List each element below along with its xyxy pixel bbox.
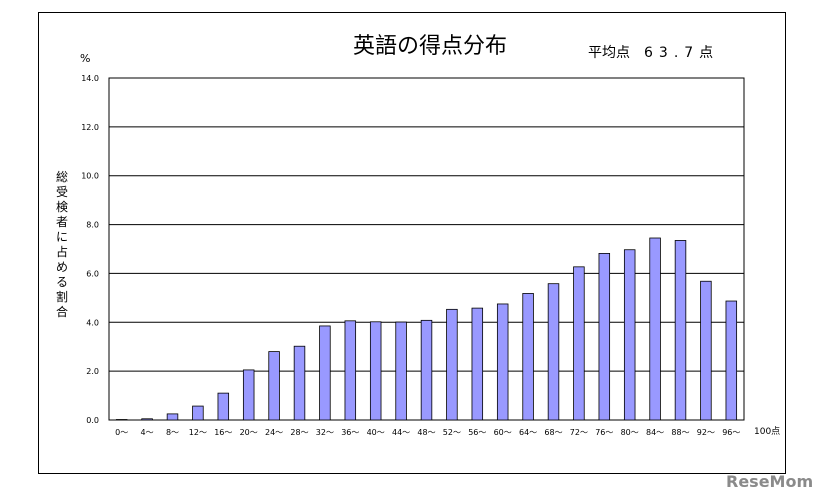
bar <box>369 321 382 421</box>
x-tick-label: 32～ <box>316 428 334 437</box>
x-tick-label: 68～ <box>544 428 562 437</box>
y-tick-label: 10.0 <box>81 172 99 181</box>
bar <box>420 319 433 421</box>
bar <box>522 293 534 421</box>
average-value: 63.7点 <box>644 45 720 61</box>
x-tick-label: 52～ <box>443 428 461 437</box>
y-tick-label: 8.0 <box>86 221 99 230</box>
bar <box>319 325 331 421</box>
x-unit: 100点 <box>754 427 781 437</box>
y-tick-label: 4.0 <box>86 318 99 327</box>
x-tick-label: 40～ <box>367 428 385 437</box>
bar <box>141 418 153 421</box>
y-tick-label: 2.0 <box>86 367 99 376</box>
x-tick-label: 92～ <box>697 428 715 437</box>
x-tick-label: 76～ <box>595 428 613 437</box>
x-tick-label: 84～ <box>646 428 664 437</box>
bar <box>293 345 306 421</box>
x-tick-label: 48～ <box>417 428 435 437</box>
chart-title: 英語の得点分布 <box>352 34 507 59</box>
x-tick-label: 64～ <box>519 428 537 437</box>
bar <box>344 320 357 421</box>
bar <box>496 303 509 421</box>
x-tick-label: 36～ <box>341 428 359 437</box>
x-tick-label: 20～ <box>240 428 258 437</box>
bar <box>242 369 255 421</box>
bar <box>700 280 712 421</box>
bar <box>725 300 738 421</box>
watermark-logo: ReseMom <box>726 472 814 491</box>
average-score: 平均点 63.7点 <box>588 42 719 62</box>
bar <box>395 321 407 421</box>
bar <box>268 351 280 421</box>
x-tick-label: 16～ <box>214 428 232 437</box>
bar <box>217 392 230 421</box>
bar <box>471 307 484 421</box>
y-unit: % <box>80 52 91 65</box>
y-tick-label: 14.0 <box>81 74 99 83</box>
bar <box>166 413 179 421</box>
x-tick-label: 8～ <box>166 428 179 437</box>
x-tick-label: 12～ <box>189 428 207 437</box>
y-tick-label: 12.0 <box>81 123 99 132</box>
bar <box>573 266 585 421</box>
x-tick-label: 28～ <box>290 428 308 437</box>
bar <box>674 240 687 421</box>
bar <box>547 283 560 421</box>
y-tick-label: 6.0 <box>86 269 99 278</box>
bar <box>115 419 128 421</box>
x-tick-label: 72～ <box>570 428 588 437</box>
bar <box>192 405 204 421</box>
average-label: 平均点 <box>588 45 630 61</box>
bar <box>598 252 611 421</box>
x-tick-label: 0～ <box>115 428 128 437</box>
chart-frame <box>38 12 786 474</box>
x-tick-label: 60～ <box>494 428 512 437</box>
x-tick-label: 80～ <box>621 428 639 437</box>
x-tick-label: 44～ <box>392 428 410 437</box>
x-tick-label: 88～ <box>671 428 689 437</box>
x-tick-label: 96～ <box>722 428 740 437</box>
x-tick-label: 4～ <box>141 428 154 437</box>
bar <box>623 249 636 421</box>
y-tick-label: 0.0 <box>86 416 99 425</box>
bar <box>446 308 458 421</box>
y-axis-label: 総受検者に占める割合 <box>56 170 69 319</box>
x-tick-label: 24～ <box>265 428 283 437</box>
bar <box>649 237 661 421</box>
x-tick-label: 56～ <box>468 428 486 437</box>
